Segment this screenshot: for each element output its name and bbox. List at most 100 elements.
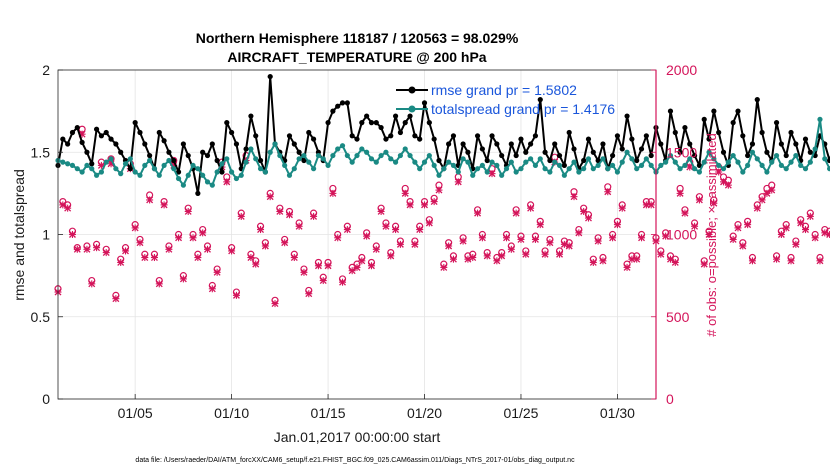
totalspread-point (103, 159, 109, 165)
rmse-point (74, 124, 80, 131)
assimilated-obs-point (816, 257, 824, 265)
assimilated-obs-point (797, 219, 805, 227)
totalspread-point (161, 162, 167, 169)
assimilated-obs-point (469, 254, 477, 262)
assimilated-obs-point (367, 262, 375, 270)
rmse-point (682, 124, 688, 131)
totalspread-point (272, 141, 278, 147)
rmse-point (214, 157, 220, 164)
assimilated-obs-point (802, 226, 809, 234)
rmse-point (93, 126, 100, 132)
rmse-point (552, 141, 558, 147)
rmse-point (349, 133, 355, 139)
assimilated-obs-point (686, 163, 694, 171)
rmse-point (219, 169, 225, 175)
assimilated-obs-point (305, 290, 313, 298)
assimilated-obs-point (266, 193, 274, 201)
assimilated-obs-point (179, 275, 187, 283)
rmse-point (402, 120, 408, 126)
totalspread-point (682, 162, 688, 169)
totalspread-point (407, 152, 413, 159)
totalspread-point (286, 172, 293, 178)
totalspread-point (209, 182, 215, 188)
rmse-point (581, 157, 587, 164)
totalspread-point (171, 166, 177, 172)
totalspread-point (677, 166, 683, 172)
y-axis-label-right: # of obs: o=possible; ×=assimilated (704, 133, 719, 336)
totalspread-point (701, 159, 707, 165)
rmse-point (745, 152, 751, 159)
assimilated-obs-point (213, 268, 221, 276)
totalspread-point (74, 166, 80, 172)
rmse-point (667, 108, 674, 114)
assimilated-obs-point (175, 234, 183, 242)
rmse-point (537, 97, 543, 103)
assimilated-obs-point (310, 212, 318, 220)
legend-totalspread-label: totalspread grand pr = 1.4176 (431, 101, 615, 117)
rmse-point (518, 136, 524, 142)
rmse-point (185, 152, 191, 159)
assimilated-obs-point (676, 189, 684, 197)
rmse-point (484, 157, 490, 164)
rmse-point (407, 113, 413, 119)
totalspread-point (175, 175, 182, 182)
totalspread-point (667, 152, 674, 159)
rmse-point (696, 162, 703, 169)
totalspread-point (368, 156, 375, 162)
rmse-point (417, 136, 423, 142)
totalspread-point (619, 159, 625, 165)
rmse-point (301, 157, 307, 164)
rmse-point (248, 113, 254, 119)
assimilated-obs-point (73, 245, 81, 253)
totalspread-point (484, 169, 490, 175)
assimilated-obs-point (483, 252, 491, 260)
rmse-point (499, 152, 505, 159)
rmse-point (585, 136, 592, 142)
assimilated-obs-point (753, 204, 761, 212)
assimilated-obs-point (232, 291, 240, 299)
x-tick-label: 01/30 (600, 405, 635, 421)
assimilated-obs-point (406, 201, 414, 209)
rmse-point (595, 157, 601, 164)
totalspread-point (233, 175, 240, 182)
assimilated-obs-point (503, 234, 510, 242)
y-tick-label-right: 0 (666, 391, 674, 407)
rmse-point (137, 129, 143, 136)
assimilated-obs-point (102, 249, 110, 257)
assimilated-obs-point (64, 204, 72, 212)
assimilated-obs-point (580, 207, 588, 215)
totalspread-point (330, 152, 336, 159)
rmse-point (436, 157, 442, 164)
assimilated-obs-point (252, 260, 260, 268)
assimilated-obs-point (695, 196, 703, 204)
assimilated-obs-point (223, 178, 231, 186)
assimilated-obs-point (314, 262, 322, 270)
assimilated-obs-point (758, 196, 766, 204)
rmse-point (556, 152, 563, 159)
rmse-point (561, 162, 567, 169)
rmse-point (253, 133, 259, 139)
totalspread-point (344, 152, 350, 159)
rmse-point (523, 149, 529, 155)
assimilated-obs-point (744, 221, 752, 229)
assimilated-obs-point (715, 168, 723, 176)
totalspread-point (113, 166, 119, 172)
totalspread-point (421, 159, 428, 165)
rmse-point (412, 133, 418, 139)
totalspread-point (441, 166, 447, 172)
totalspread-point (725, 159, 731, 165)
axis-ticks: 0 0.5 1 1.5 2 0 500 1000 1500 2000 01/05 01/10 01/15… (31, 62, 698, 421)
rmse-point (489, 133, 495, 139)
assimilated-obs-point (160, 201, 168, 209)
rmse-point (161, 138, 167, 144)
totalspread-point (547, 169, 553, 175)
totalspread-point (585, 156, 592, 162)
rmse-point (508, 141, 514, 147)
totalspread-point (426, 152, 432, 159)
assimilated-obs-point (257, 226, 265, 234)
assimilated-obs-point (281, 239, 289, 247)
assimilated-obs-point (657, 250, 665, 258)
totalspread-point (257, 166, 264, 172)
y-tick-label-left: 1 (42, 227, 50, 243)
assimilated-obs-point (261, 242, 269, 250)
